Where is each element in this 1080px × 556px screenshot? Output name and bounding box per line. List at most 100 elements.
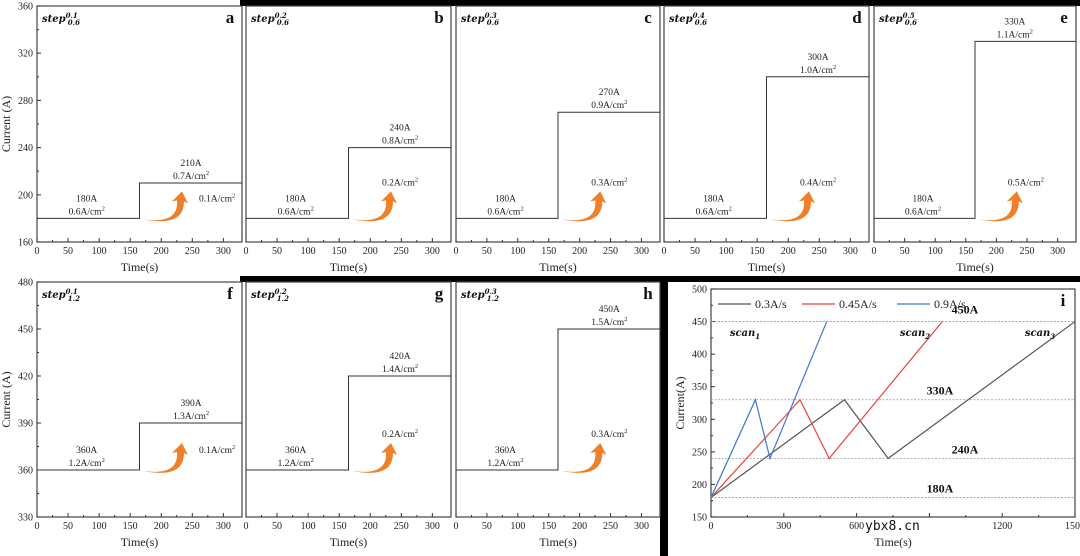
step-label-sub: 1.2	[68, 294, 80, 303]
low-density-label-sup: 2	[311, 457, 314, 464]
reference-line-label: 240A	[952, 442, 979, 456]
high-density-label-main: 1.3A/cm	[173, 412, 207, 422]
step-label-sub: 0.6	[277, 18, 289, 27]
panel-letter: b	[434, 8, 443, 27]
step-label-base: step	[669, 14, 693, 25]
high-current-label: 390A	[180, 399, 201, 409]
step-delta-label-sup: 2	[232, 192, 235, 199]
low-density-label-main: 0.6A/cm	[905, 207, 939, 217]
step-label-base: step	[251, 290, 275, 301]
x-tick-label: 50	[63, 246, 73, 257]
scan-label-main: scan	[730, 328, 755, 339]
x-tick-label: 100	[719, 246, 734, 257]
low-current-label: 180A	[703, 194, 724, 204]
step-delta-label-main: 0.2A/cm	[382, 178, 416, 188]
plot-frame	[36, 281, 243, 518]
low-density-label: 0.6A/cm2	[696, 205, 732, 217]
high-current-label: 420A	[389, 352, 410, 362]
high-density-label-main: 1.5A/cm	[591, 318, 625, 328]
frame-left-bar-i	[660, 282, 668, 556]
y-tick-label: 450	[692, 317, 707, 328]
scan-label-main: scan	[1025, 328, 1050, 339]
y-tick-label: 420	[18, 372, 33, 383]
x-tick-label: 300	[776, 521, 791, 532]
high-density-label: 0.7A/cm2	[173, 170, 209, 182]
low-current-label: 180A	[285, 194, 306, 204]
low-density-label-main: 1.2A/cm	[487, 459, 521, 469]
step-label: step0.1 1.2	[42, 287, 80, 303]
x-tick-label: 150	[750, 246, 765, 257]
high-density-label-main: 1.0A/cm	[800, 66, 834, 76]
panel-a: 0 50 100 150 200 250 300 160 200 240 280 320 360 Time…	[0, 2, 243, 274]
orange-arrow-icon	[143, 191, 188, 222]
high-density-label: 1.1A/cm2	[997, 28, 1033, 40]
low-density-label: 0.6A/cm2	[69, 205, 105, 217]
high-density-label-sup: 2	[206, 170, 209, 177]
step-delta-label-main: 0.2A/cm	[382, 430, 416, 440]
x-tick-label: 50	[482, 521, 492, 532]
x-tick-label: 200	[989, 246, 1004, 257]
x-tick-label: 200	[154, 521, 169, 532]
x-axis-label: Time(s)	[121, 535, 159, 549]
x-tick-label: 0	[662, 246, 667, 257]
x-tick-label: 300	[843, 246, 858, 257]
high-density-label-sup: 2	[624, 316, 627, 323]
high-current-label: 240A	[389, 124, 410, 134]
plot-frame	[710, 288, 1076, 518]
x-tick-label: 200	[363, 246, 378, 257]
y-axis-label: Current(A)	[673, 376, 687, 429]
step-delta-label: 0.5A/cm2	[1008, 176, 1044, 188]
high-density-label: 1.4A/cm2	[382, 363, 418, 375]
step-label-base: step	[461, 290, 485, 301]
x-tick-label: 300	[425, 521, 440, 532]
high-density-label-sup: 2	[415, 135, 418, 142]
y-tick-label: 400	[692, 350, 707, 361]
step-label-sub: 0.6	[695, 18, 707, 27]
x-tick-label: 250	[394, 246, 409, 257]
step-delta-label-sup: 2	[624, 176, 627, 183]
y-tick-label: 360	[18, 466, 33, 477]
x-tick-label: 250	[812, 246, 827, 257]
low-density-label-sup: 2	[520, 457, 523, 464]
x-tick-label: 50	[63, 521, 73, 532]
y-tick-label: 150	[692, 513, 707, 524]
x-tick-label: 250	[185, 521, 200, 532]
step-label-sup: 0.2	[275, 11, 287, 20]
x-tick-label: 300	[425, 246, 440, 257]
low-current-label: 360A	[285, 446, 306, 456]
x-tick-label: 250	[185, 246, 200, 257]
high-density-label-sup: 2	[1030, 28, 1033, 35]
low-density-label-main: 0.6A/cm	[487, 207, 521, 217]
x-tick-label: 100	[92, 521, 107, 532]
x-tick-label: 0	[454, 521, 459, 532]
high-density-label-sup: 2	[415, 363, 418, 370]
step-label: step0.2 0.6	[251, 11, 289, 27]
step-delta-label-sup: 2	[624, 428, 627, 435]
x-tick-label: 300	[216, 521, 231, 532]
x-tick-label: 50	[900, 246, 910, 257]
step-label: step0.2 1.2	[251, 287, 289, 303]
step-delta-label-sup: 2	[1041, 176, 1044, 183]
scan-label-sub: 2	[924, 332, 930, 341]
panel-letter: a	[226, 8, 235, 27]
step-label: step0.4 0.6	[669, 11, 707, 27]
step-delta-label-sup: 2	[232, 444, 235, 451]
x-tick-label: 50	[272, 246, 282, 257]
panel-letter: d	[852, 8, 862, 27]
legend-label: 0.45A/s	[839, 297, 877, 311]
low-density-label-sup: 2	[311, 205, 314, 212]
step-label-sub: 1.2	[277, 294, 289, 303]
scan-label: scan2	[900, 328, 930, 341]
legend-label: 0.3A/s	[755, 297, 787, 311]
x-axis-label: Time(s)	[330, 535, 368, 549]
low-current-label: 180A	[912, 194, 933, 204]
step-delta-label: 0.1A/cm2	[199, 192, 235, 204]
panel-e: 0 50 100 150 200 250 300 Time(s) e step0.5 0.6 180A…	[872, 5, 1077, 274]
orange-arrow-icon	[562, 191, 607, 222]
legend: 0.3A/s 0.45A/s 0.9A/s	[718, 297, 966, 311]
x-tick-label: 250	[603, 246, 618, 257]
high-density-label-sup: 2	[206, 410, 209, 417]
panel-i: 0 300 600 1200 1500 150 200 250 300 350 400 450 500 T…	[673, 285, 1080, 550]
high-density-label-main: 0.9A/cm	[591, 101, 625, 111]
high-density-label-main: 0.7A/cm	[173, 172, 207, 182]
